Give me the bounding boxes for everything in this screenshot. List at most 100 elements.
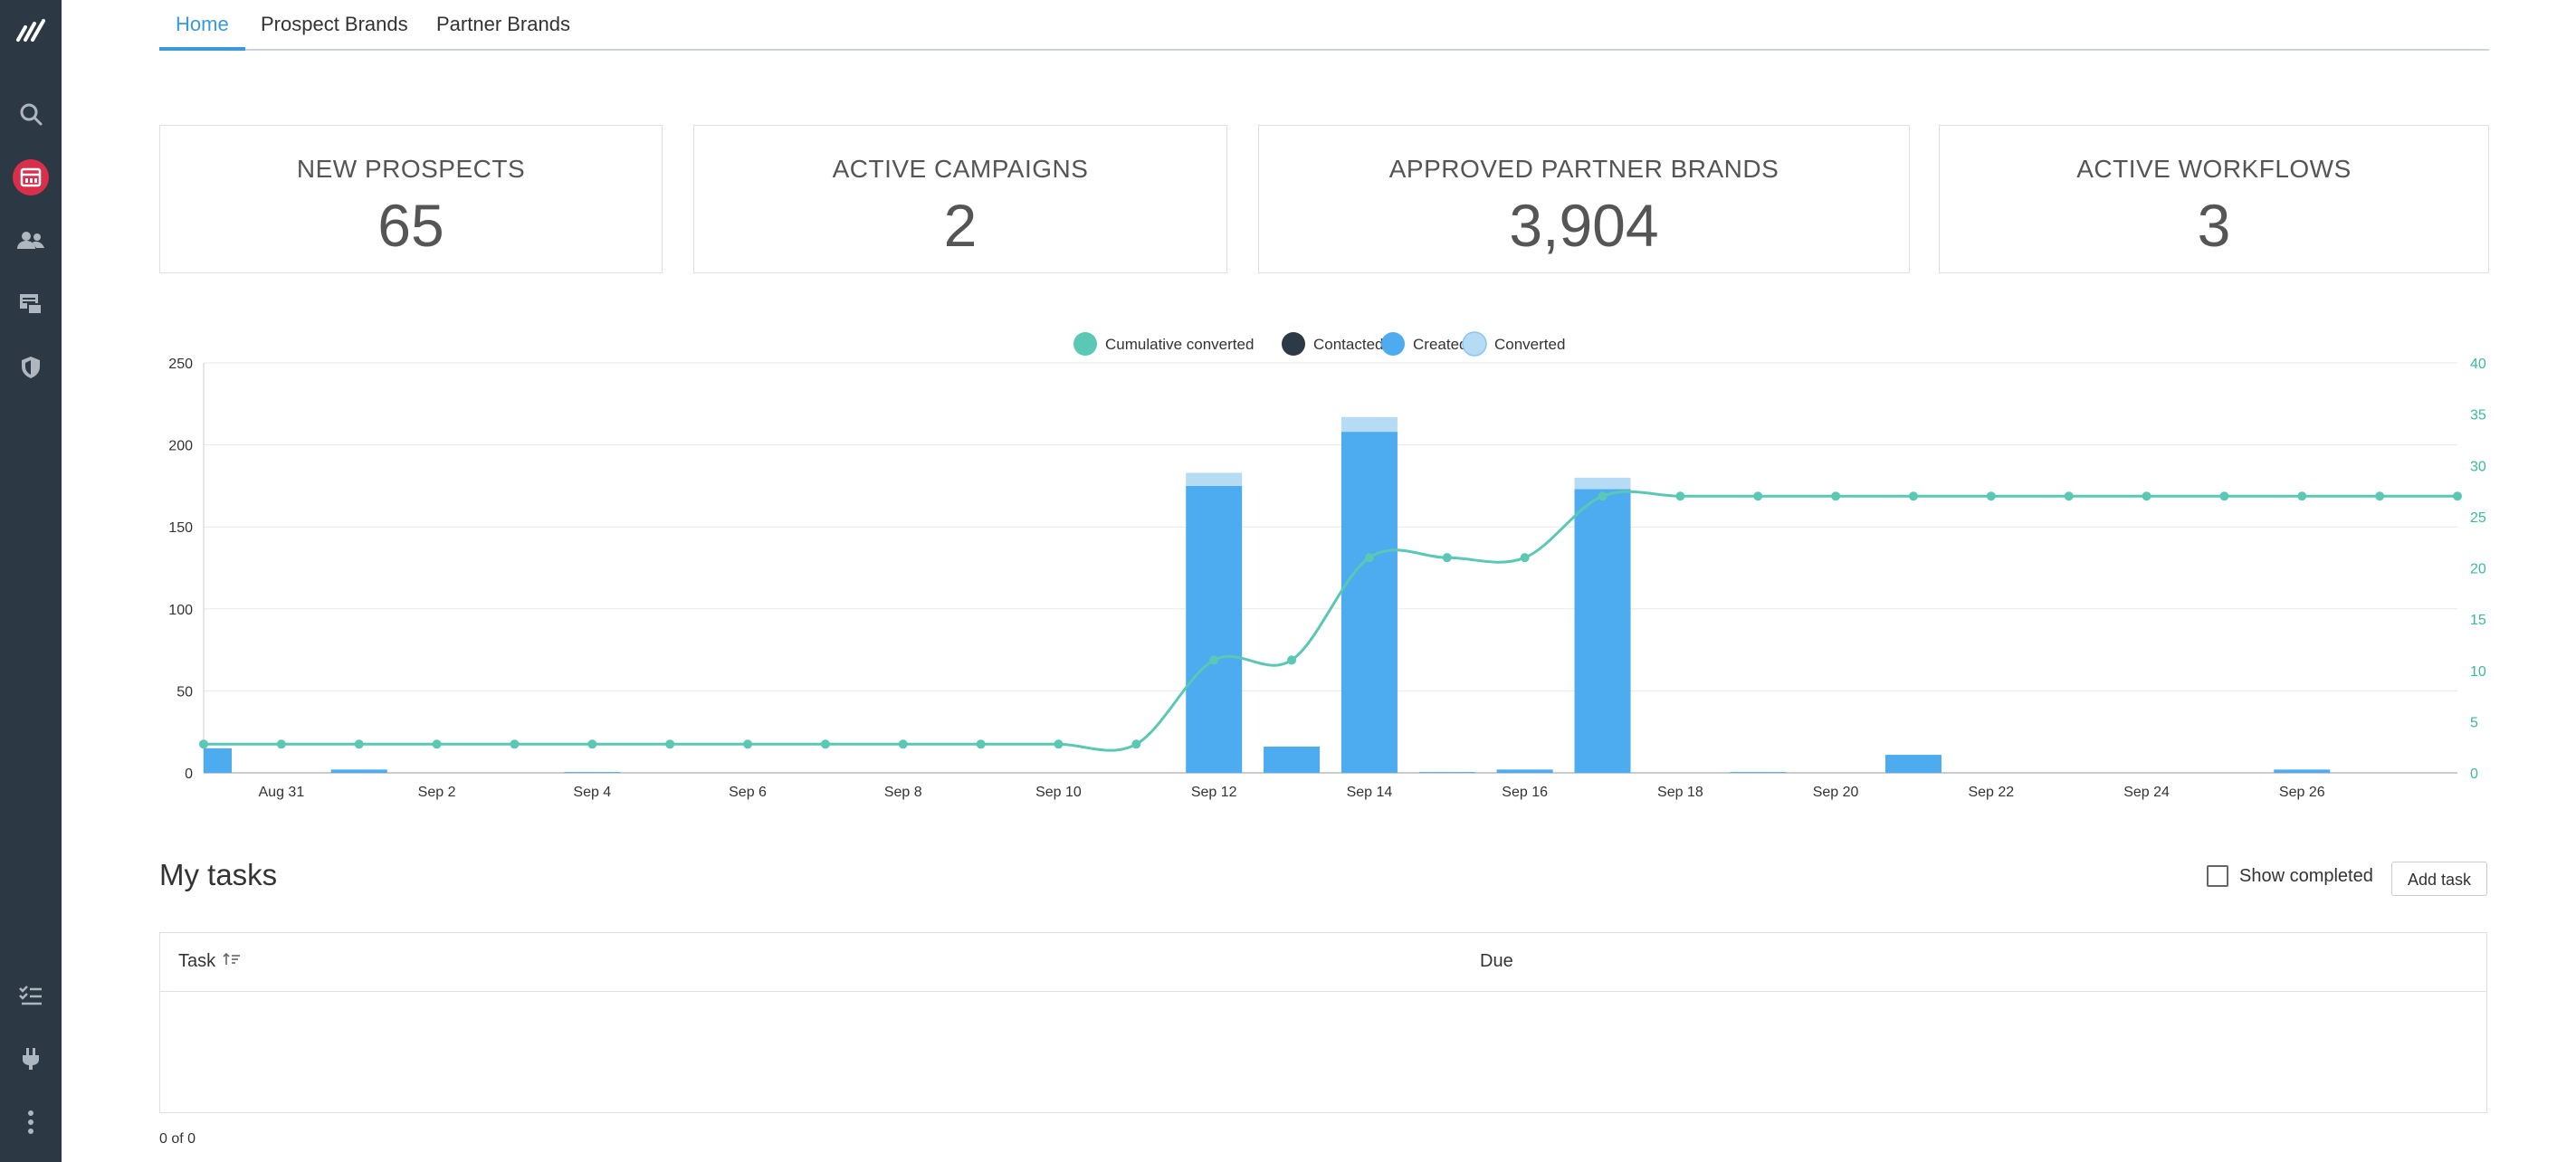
y-axis-tick-label: 0 — [185, 767, 193, 782]
tasks-title: My tasks — [159, 858, 278, 891]
tasks-icon[interactable] — [13, 977, 49, 1014]
add-task-button[interactable]: Add task — [2391, 862, 2487, 896]
show-completed-label: Show completed — [2239, 865, 2373, 886]
bar-created — [564, 772, 621, 773]
plug-icon[interactable] — [13, 1041, 49, 1077]
y2-axis-tick-label: 15 — [2470, 613, 2486, 628]
legend-swatch[interactable] — [1462, 331, 1487, 357]
y-axis-tick-label: 150 — [168, 520, 193, 536]
tasks-table: Task Due — [159, 932, 2487, 1113]
pagination-count: 0 of 0 — [159, 1131, 196, 1147]
column-header-due[interactable]: Due — [1480, 951, 1513, 971]
legend-item: Contacted — [1282, 332, 1384, 356]
y-axis-tick-label: 50 — [177, 684, 193, 700]
legend-label[interactable]: Converted — [1494, 336, 1565, 353]
line-point — [1675, 491, 1685, 501]
x-axis-tick-label: Sep 14 — [1347, 785, 1393, 800]
bar-created — [1884, 755, 1942, 773]
sort-icon[interactable] — [223, 951, 241, 972]
column-header-task[interactable]: Task — [178, 951, 241, 972]
kpi-value: 65 — [377, 192, 444, 259]
sidebar — [0, 0, 62, 1162]
line-point — [510, 739, 520, 749]
y2-axis-tick-label: 0 — [2470, 767, 2478, 782]
y-axis-tick-label: 100 — [168, 603, 193, 618]
tab-home[interactable]: Home — [159, 0, 245, 51]
line-point — [1287, 655, 1297, 665]
line-point — [1831, 491, 1841, 501]
line-point — [1054, 739, 1064, 749]
line-point — [354, 739, 364, 749]
kpi-label: ACTIVE CAMPAIGNS — [832, 155, 1089, 183]
x-axis-tick-label: Sep 6 — [729, 785, 767, 800]
kpi-label: NEW PROSPECTS — [296, 155, 526, 183]
x-axis-tick-label: Sep 16 — [1502, 785, 1548, 800]
line-point — [1598, 491, 1608, 501]
tab-bar: Home Prospect Brands Partner Brands — [159, 0, 2489, 51]
legend-swatch[interactable] — [1282, 332, 1305, 356]
bar-converted — [1574, 477, 1631, 490]
show-completed-toggle[interactable]: Show completed — [2207, 865, 2373, 887]
x-axis-tick-label: Sep 12 — [1191, 785, 1237, 800]
kpi-label: ACTIVE WORKFLOWS — [2076, 155, 2352, 183]
x-axis-tick-label: Sep 26 — [2279, 785, 2325, 800]
line-point — [1364, 553, 1374, 563]
line-point — [1131, 739, 1141, 749]
search-icon[interactable] — [13, 96, 49, 132]
line-point — [743, 739, 753, 749]
tab-partner-brands[interactable]: Partner Brands — [436, 13, 570, 35]
legend-label[interactable]: Created — [1413, 336, 1467, 353]
show-completed-checkbox[interactable] — [2207, 865, 2228, 887]
more-icon[interactable] — [13, 1104, 49, 1140]
line-point — [1908, 491, 1918, 501]
line-point — [2064, 491, 2074, 501]
line-point — [2142, 491, 2151, 501]
line-point — [587, 739, 597, 749]
kpi-label: APPROVED PARTNER BRANDS — [1388, 155, 1779, 183]
brands-icon[interactable] — [13, 286, 49, 322]
tab-prospect-brands[interactable]: Prospect Brands — [261, 13, 408, 35]
kpi-card-active-campaigns[interactable]: ACTIVE CAMPAIGNS 2 — [693, 125, 1227, 273]
legend-label[interactable]: Contacted — [1313, 336, 1384, 353]
bar-created — [204, 748, 232, 773]
line-point — [1986, 491, 1996, 501]
bar-created — [1186, 485, 1243, 773]
y2-axis-tick-label: 40 — [2470, 357, 2486, 372]
legend-swatch[interactable] — [1381, 332, 1405, 356]
bar-converted — [1186, 472, 1243, 486]
users-icon[interactable] — [13, 223, 49, 259]
dashboard-icon[interactable] — [13, 159, 49, 195]
bar-created — [2274, 769, 2331, 773]
line-point — [1753, 491, 1763, 501]
line-point — [432, 739, 442, 749]
bar-created — [1418, 772, 1475, 773]
bar-created — [330, 769, 387, 773]
line-point — [976, 739, 986, 749]
line-cumulative-converted — [203, 490, 2457, 752]
y2-axis-tick-label: 5 — [2470, 715, 2478, 730]
kpi-card-active-workflows[interactable]: ACTIVE WORKFLOWS 3 — [1939, 125, 2489, 273]
kpi-value: 2 — [943, 192, 978, 259]
x-axis-tick-label: Sep 2 — [418, 785, 456, 800]
kpi-card-approved-partner-brands[interactable]: APPROVED PARTNER BRANDS 3,904 — [1258, 125, 1910, 273]
line-point — [2219, 491, 2229, 501]
x-axis-tick-label: Sep 24 — [2123, 785, 2170, 800]
legend-swatch[interactable] — [1073, 332, 1097, 356]
line-point — [665, 739, 675, 749]
kpi-card-new-prospects[interactable]: NEW PROSPECTS 65 — [159, 125, 663, 273]
line-point — [1442, 553, 1452, 563]
kpi-value: 3,904 — [1509, 192, 1659, 259]
shield-icon[interactable] — [13, 349, 49, 386]
line-point — [1209, 655, 1219, 665]
logo-icon[interactable] — [13, 13, 49, 49]
y2-axis-tick-label: 20 — [2470, 562, 2486, 577]
x-axis-tick-label: Sep 10 — [1035, 785, 1082, 800]
x-axis-tick-label: Sep 4 — [573, 785, 611, 800]
bar-converted — [1340, 416, 1398, 433]
x-axis-tick-label: Sep 18 — [1657, 785, 1703, 800]
legend-item: Converted — [1462, 331, 1565, 357]
line-point — [898, 739, 908, 749]
column-header-task-label: Task — [178, 951, 216, 971]
x-axis-tick-label: Sep 22 — [1968, 785, 2014, 800]
legend-label[interactable]: Cumulative converted — [1105, 336, 1254, 353]
